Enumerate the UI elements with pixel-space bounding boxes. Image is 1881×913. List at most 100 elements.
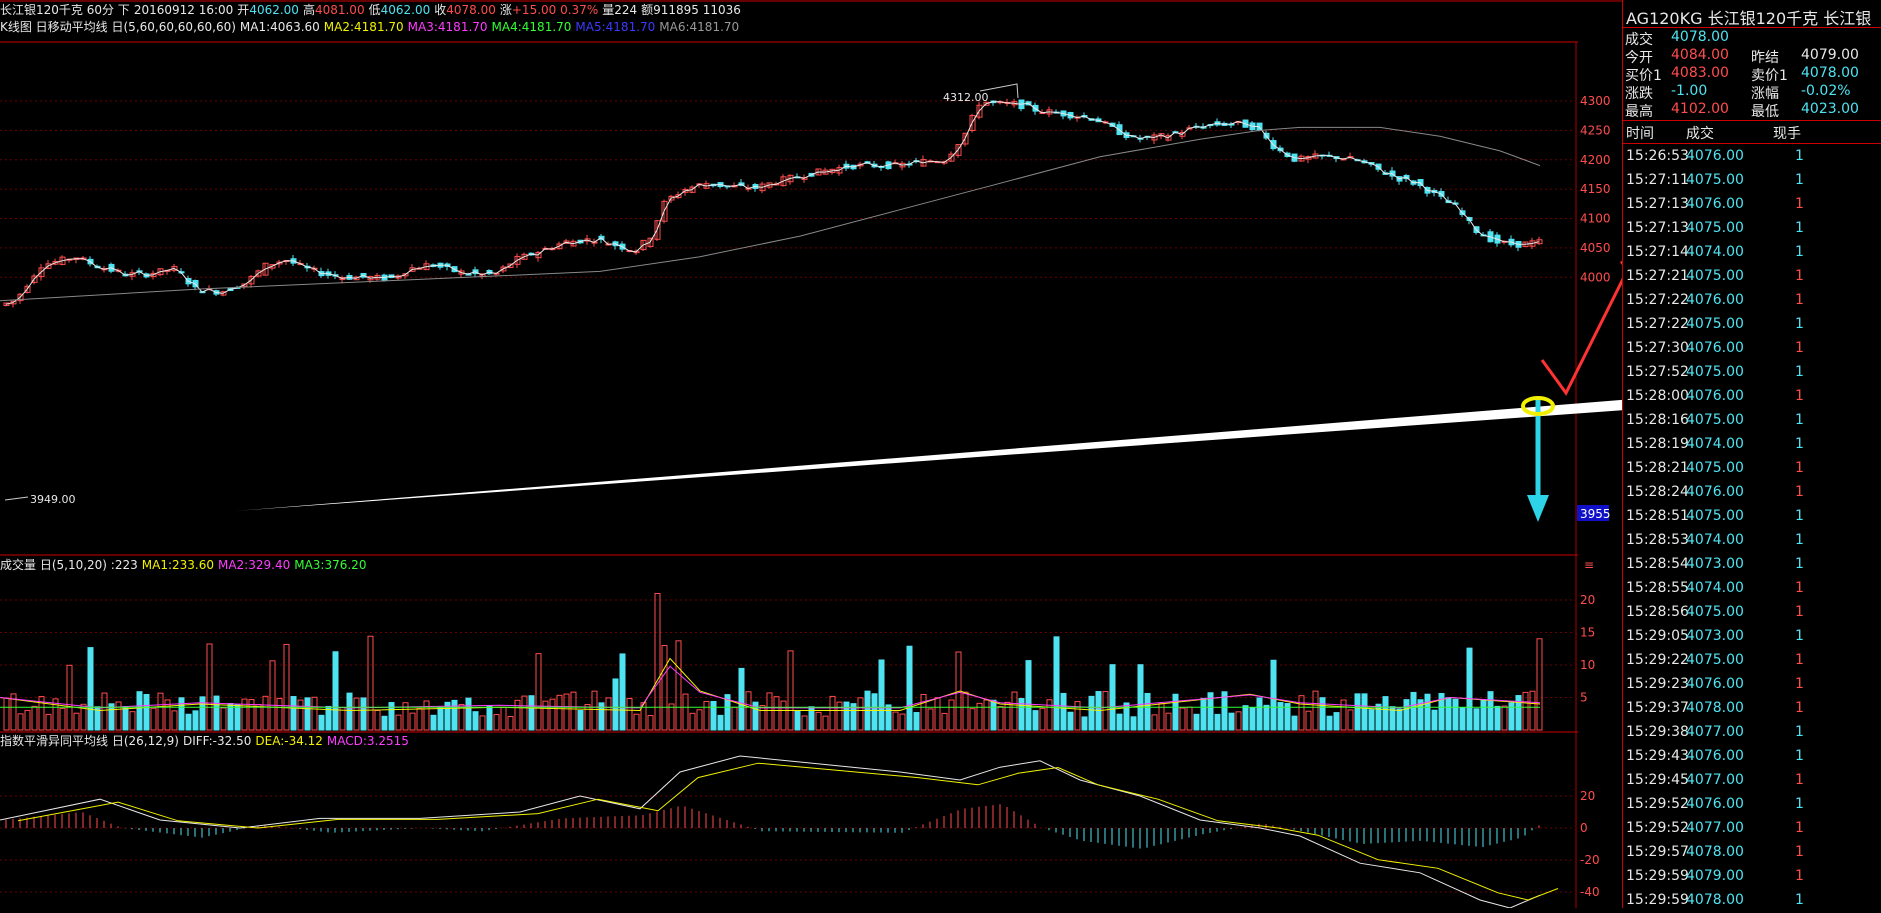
volume-bar [164, 699, 171, 731]
volume-bar [766, 692, 773, 731]
candle-body [1165, 135, 1172, 141]
macd-tick-label: -40 [1580, 885, 1600, 899]
quote-value: -0.02% [1801, 83, 1851, 99]
volume-bar [780, 700, 787, 731]
trade-qty: 1 [1795, 508, 1804, 524]
volume-bar [1459, 707, 1466, 731]
volume-bar [731, 706, 738, 731]
trade-qty: 1 [1795, 892, 1804, 908]
volume-bar [1417, 699, 1424, 731]
trade-time: 15:27:13 [1626, 196, 1689, 212]
trade-price: 4076.00 [1686, 484, 1744, 500]
volume-bar [717, 714, 724, 731]
change-value: +15.00 0.37% [511, 3, 599, 17]
trade-qty: 1 [1795, 772, 1804, 788]
volume-bar [1228, 712, 1235, 731]
volume-bar [451, 699, 458, 731]
volume-bar [927, 708, 934, 731]
macd-tick-label: -20 [1580, 853, 1600, 867]
price-tick-label: 4100 [1580, 212, 1611, 226]
trade-time: 15:29:23 [1626, 676, 1689, 692]
volume-bar [1536, 638, 1543, 731]
volume-bar [906, 645, 913, 731]
volume-bar [430, 714, 437, 731]
volume-bar [1151, 714, 1158, 731]
volume-bar [990, 699, 997, 731]
trade-time: 15:27:22 [1626, 292, 1689, 308]
volume-bar [1235, 711, 1242, 731]
volume-bar [465, 697, 472, 731]
volume-bar [1116, 713, 1123, 731]
volume-bar [913, 712, 920, 731]
trade-price: 4077.00 [1686, 772, 1744, 788]
volume-bar [591, 690, 598, 731]
volume-bar [290, 696, 297, 731]
up-arrow-head [1620, 260, 1622, 266]
volume-bar [360, 697, 367, 731]
volume-bar [1487, 691, 1494, 731]
volume-bar [878, 659, 885, 731]
volume-bar [31, 705, 38, 731]
volume-ma1-line [0, 657, 1541, 712]
trade-row: 15:26:53 4076.00 1 [1623, 145, 1881, 169]
trade-qty: 1 [1795, 148, 1804, 164]
volume-bar [1382, 696, 1389, 731]
volume-bar [304, 697, 311, 731]
volume-bar [941, 712, 948, 731]
volume-bar [129, 711, 136, 731]
chart-canvas[interactable]: 4300 4250 4200 4150 4100 4050 4000 3955 20 15 10 5 2… [0, 0, 1622, 908]
volume-bar [843, 701, 850, 731]
volume-bar [297, 699, 304, 731]
volume-bar [885, 704, 892, 731]
volume-bar [206, 643, 213, 731]
low-price-marker: 3949.00 [30, 493, 76, 506]
candle-body [668, 195, 675, 201]
volume-bar [1186, 706, 1193, 731]
down-arrow-head [1527, 495, 1549, 522]
trade-price: 4074.00 [1686, 580, 1744, 596]
volume-bar [472, 711, 479, 731]
trade-row: 15:29:59 4078.00 1 [1623, 889, 1881, 913]
volume-bar [1319, 697, 1326, 731]
trade-time: 15:29:59 [1626, 868, 1689, 884]
trade-time: 15:27:21 [1626, 268, 1689, 284]
trade-price: 4074.00 [1686, 532, 1744, 548]
volume-bar [1060, 692, 1067, 731]
trade-time: 15:26:53 [1626, 148, 1689, 164]
trade-price: 4074.00 [1686, 244, 1744, 260]
trade-qty: 1 [1795, 412, 1804, 428]
trade-qty: 1 [1795, 436, 1804, 452]
volume-bar [1452, 698, 1459, 731]
volume-bar [1032, 710, 1039, 731]
trade-row: 15:29:45 4077.00 1 [1623, 769, 1881, 793]
volume-bar [1053, 636, 1060, 731]
trade-qty-header: 现手 [1773, 126, 1801, 142]
diff-line [0, 755, 1541, 908]
volume-bar [416, 707, 423, 731]
volume-bar [38, 696, 45, 731]
quote-value: 4102.00 [1671, 101, 1729, 117]
trade-price: 4075.00 [1686, 604, 1744, 620]
trade-row: 15:29:05 4073.00 1 [1623, 625, 1881, 649]
trade-time: 15:28:56 [1626, 604, 1689, 620]
volume-bar [10, 693, 17, 731]
volume-bar [458, 704, 465, 731]
trade-time: 15:28:21 [1626, 460, 1689, 476]
volume-bar [1088, 695, 1095, 731]
highlight-ellipse [1521, 396, 1555, 416]
volume-bar [199, 696, 206, 731]
volume-bar [976, 702, 983, 731]
quote-label: 买价1 [1625, 68, 1662, 84]
trade-qty: 1 [1795, 220, 1804, 236]
volume-bar [724, 694, 731, 731]
volume-bar [1501, 705, 1508, 731]
candle-body [1179, 131, 1186, 137]
trade-time: 15:29:43 [1626, 748, 1689, 764]
candle-body [983, 101, 990, 106]
quote-label: 最高 [1625, 104, 1653, 120]
ma1-line [5, 101, 1540, 305]
vol-ma3-legend: MA3:376.20 [294, 558, 367, 572]
candle-body [45, 263, 52, 269]
candle-body [787, 174, 794, 183]
volume-bar [24, 709, 31, 731]
